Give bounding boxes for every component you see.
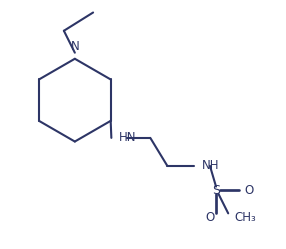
Text: O: O <box>206 210 215 224</box>
Text: N: N <box>70 40 79 53</box>
Text: CH₃: CH₃ <box>234 210 256 224</box>
Text: NH: NH <box>201 159 219 172</box>
Text: S: S <box>212 184 220 197</box>
Text: O: O <box>244 184 253 197</box>
Text: HN: HN <box>119 131 136 144</box>
